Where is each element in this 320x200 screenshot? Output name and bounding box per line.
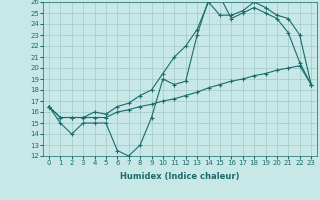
X-axis label: Humidex (Indice chaleur): Humidex (Indice chaleur) [120,172,240,181]
